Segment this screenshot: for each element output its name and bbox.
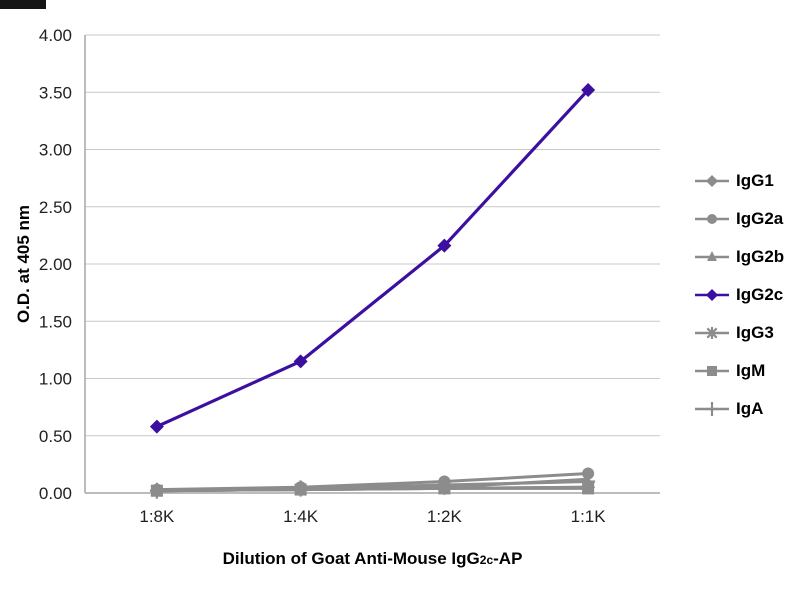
legend-label: IgG2b (736, 247, 785, 266)
legend-marker-triangle (695, 251, 729, 261)
x-tick-label: 1:2K (427, 507, 463, 526)
y-tick-label: 4.00 (39, 26, 72, 45)
legend-label: IgA (736, 399, 764, 418)
data-point-square (707, 366, 717, 376)
legend-marker-diamond (695, 175, 729, 187)
data-point-circle (707, 214, 717, 224)
y-tick-label: 0.50 (39, 427, 72, 446)
legend-item-IgG2b: IgG2b (694, 238, 784, 276)
legend-marker-square (695, 366, 729, 376)
legend-label: IgG2a (736, 209, 784, 228)
y-tick-label: 3.50 (39, 83, 72, 102)
legend-item-IgG2a: IgG2a (694, 200, 784, 238)
data-point-asterisk (706, 327, 718, 339)
y-tick-label: 2.00 (39, 255, 72, 274)
y-tick-label: 1.00 (39, 370, 72, 389)
data-point-diamond (293, 354, 308, 369)
legend-marker-plus (695, 402, 729, 416)
legend-item-IgG1: IgG1 (694, 162, 784, 200)
legend-marker-circle (695, 214, 729, 224)
data-point-triangle (707, 251, 717, 261)
legend: IgG1 IgG2a IgG2b IgG2c IgG3 IgM IgA (694, 162, 784, 428)
y-tick-label: 3.00 (39, 141, 72, 160)
legend-marker-asterisk (695, 327, 729, 339)
legend-item-IgG2c: IgG2c (694, 276, 784, 314)
data-point-diamond (581, 82, 596, 97)
x-axis-title-sub: 2c (479, 553, 494, 567)
top-left-artifact (0, 0, 46, 9)
legend-marker-diamond (695, 289, 729, 301)
series-line-IgA (155, 480, 590, 493)
x-tick-label: 1:4K (283, 507, 319, 526)
legend-item-IgA: IgA (694, 390, 784, 428)
legend-label: IgM (736, 361, 766, 380)
data-point-diamond (149, 419, 164, 434)
x-axis-title-pre: Dilution of Goat Anti-Mouse IgG (222, 549, 480, 568)
data-point-diamond (437, 238, 452, 253)
data-point-diamond (706, 289, 718, 301)
data-point-diamond (706, 175, 718, 187)
y-tick-label: 1.50 (39, 312, 72, 331)
y-tick-label: 0.00 (39, 484, 72, 503)
legend-item-IgG3: IgG3 (694, 314, 784, 352)
y-axis-title: O.D. at 405 nm (14, 204, 33, 324)
series-line-IgG2c (155, 88, 590, 429)
legend-item-IgM: IgM (694, 352, 784, 390)
x-axis-title: Dilution of Goat Anti-Mouse IgG2c-AP (85, 549, 660, 569)
x-tick-label: 1:8K (139, 507, 175, 526)
legend-label: IgG3 (736, 323, 774, 342)
legend-label: IgG2c (736, 285, 784, 304)
legend-label: IgG1 (736, 171, 774, 190)
x-tick-label: 1:1K (571, 507, 607, 526)
y-tick-label: 2.50 (39, 198, 72, 217)
x-axis-title-post: -AP (493, 549, 523, 568)
